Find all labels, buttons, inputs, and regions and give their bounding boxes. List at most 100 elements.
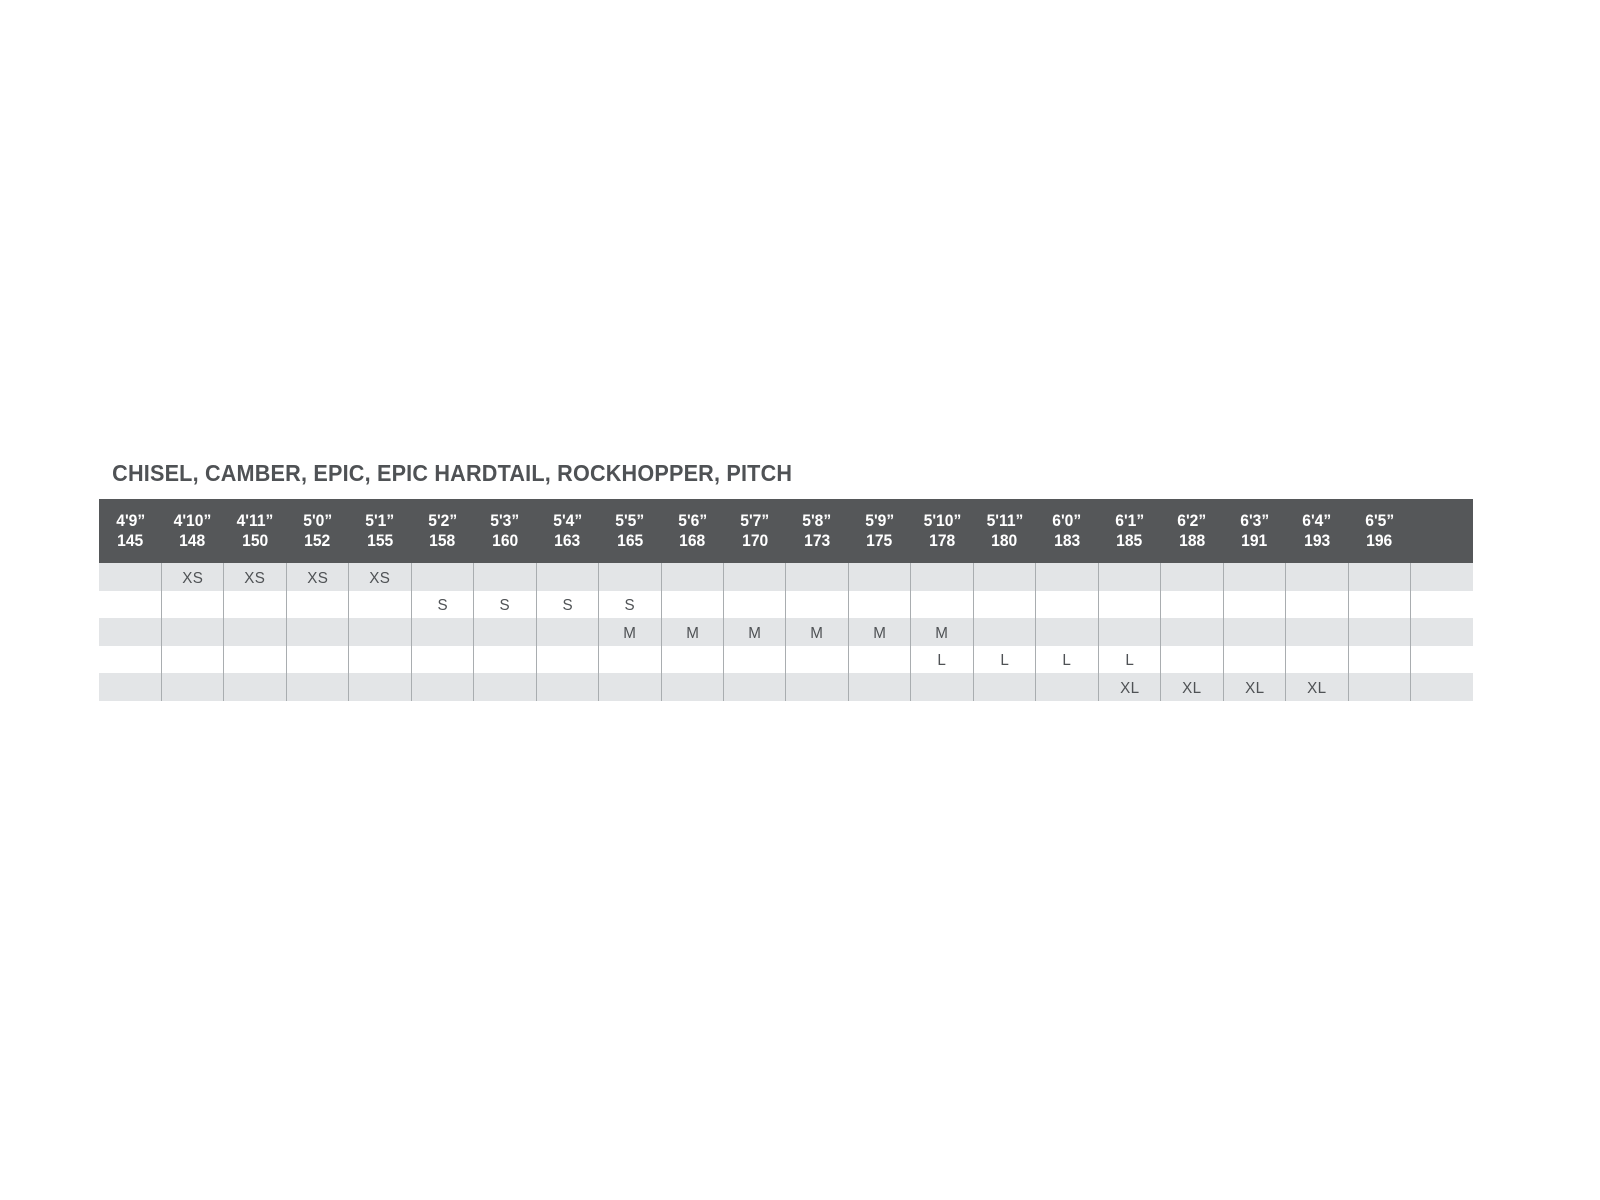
cell-label: M [623,624,637,642]
size-cell-empty [910,590,974,618]
header-feet-8: 5'5” [615,511,645,530]
size-cell-empty [160,590,224,618]
size-cell-empty [785,563,849,591]
size-cell-empty [535,673,599,701]
header-cell-4: 5'1” 155 [348,499,412,563]
size-cell-empty [160,645,224,673]
size-cell-empty [1347,645,1411,673]
size-cell-empty [1035,563,1099,591]
size-cell-empty [348,673,412,701]
size-cell-empty [785,645,849,673]
size-cell-empty [160,673,224,701]
size-cell-m: M [660,618,724,646]
size-cell-l: L [1035,645,1099,673]
size-cell-empty [972,673,1036,701]
cell-label: S [624,597,636,614]
header-cm-3: 152 [304,531,331,550]
size-cell-empty [1410,673,1473,701]
size-cell-empty [1097,563,1161,591]
size-cell-empty [223,590,287,618]
header-cell-0: 4'9” 145 [99,499,162,563]
size-cell-empty [972,590,1036,618]
header-cell-8: 5'5” 165 [598,499,662,563]
header-cell-7: 5'4” 163 [536,499,599,563]
size-cell-empty [348,618,412,646]
header-cm-10: 170 [741,531,768,550]
size-cell-empty [1222,590,1286,618]
size-cell-empty [1160,618,1224,646]
size-cell-empty [598,563,662,591]
size-cell-empty [1222,618,1286,646]
cell-label: M [935,624,949,642]
header-cm-7: 163 [554,531,581,550]
cell-label: L [1062,652,1072,669]
header-cm-17: 188 [1178,531,1205,550]
size-cell-empty [847,563,911,591]
header-cm-14: 180 [991,531,1018,550]
size-cell-empty [660,590,724,618]
size-cell-empty [785,590,849,618]
size-cell-l: L [910,645,974,673]
header-feet-16: 6'1” [1115,511,1144,530]
size-cell-empty [785,673,849,701]
header-cm-0: 145 [117,531,144,550]
size-cell-xs: XS [285,563,349,591]
header-feet-4: 5'1” [365,511,395,530]
size-cell-l: L [972,645,1036,673]
header-feet-19: 6'4” [1302,511,1332,530]
header-feet-7: 5'4” [552,511,582,530]
header-cm-8: 165 [616,531,643,550]
table-row: XS XS XS XS [99,563,1473,591]
header-cell-5: 5'2” 158 [411,499,474,563]
size-cell-empty [99,618,162,646]
header-cell-21 [1410,499,1473,563]
cell-label: XL [1182,679,1202,697]
size-cell-empty [1410,590,1473,618]
cell-label: M [685,624,699,642]
size-cell-empty [348,645,412,673]
size-cell-empty [285,645,349,673]
size-cell-xl: XL [1160,673,1224,701]
size-cell-empty [223,673,287,701]
size-cell-empty [1285,563,1349,591]
header-cell-1: 4'10” 148 [161,499,224,563]
size-cell-empty [223,618,287,646]
size-cell-s: S [535,590,599,618]
size-cell-empty [910,673,974,701]
header-cm-11: 173 [804,531,831,550]
size-cell-m: M [598,618,662,646]
header-cell-3: 5'0” 152 [286,499,349,563]
size-cell-empty [660,563,724,591]
header-cm-5: 158 [429,531,456,550]
size-cell-xl: XL [1285,673,1349,701]
header-cm-19: 193 [1303,531,1330,550]
size-cell-empty [1285,618,1349,646]
header-feet-15: 6'0” [1052,511,1082,530]
header-cm-20: 196 [1366,531,1393,550]
size-cell-empty [847,590,911,618]
size-cell-xs: XS [348,563,412,591]
size-cell-empty [1410,645,1473,673]
header-feet-5: 5'2” [428,511,457,530]
cell-label: M [873,624,887,642]
cell-label: XS [182,569,204,587]
table-row: XL XL XL XL [99,673,1473,701]
page-title: CHISEL, CAMBER, EPIC, EPIC HARDTAIL, ROC… [112,460,793,486]
size-cell-empty [535,563,599,591]
header-cell-9: 5'6” 168 [661,499,724,563]
header-cm-4: 155 [366,531,394,550]
table-header: 4'9” 145 4'10” 148 4'11” 150 5'0” 152 5'1” 15… [99,499,1473,563]
header-feet-17: 6'2” [1177,511,1207,530]
cell-label: XL [1307,679,1327,697]
size-cell-m: M [910,618,974,646]
size-cell-empty [598,673,662,701]
size-cell-m: M [785,618,849,646]
header-cell-10: 5'7” 170 [723,499,786,563]
header-feet-11: 5'8” [802,511,832,530]
size-cell-empty [473,673,537,701]
table-body: XS XS XS XS S S S S M M M M M M L L L L XL XL XL XL [99,563,1473,701]
size-cell-empty [99,645,162,673]
size-cell-empty [535,618,599,646]
